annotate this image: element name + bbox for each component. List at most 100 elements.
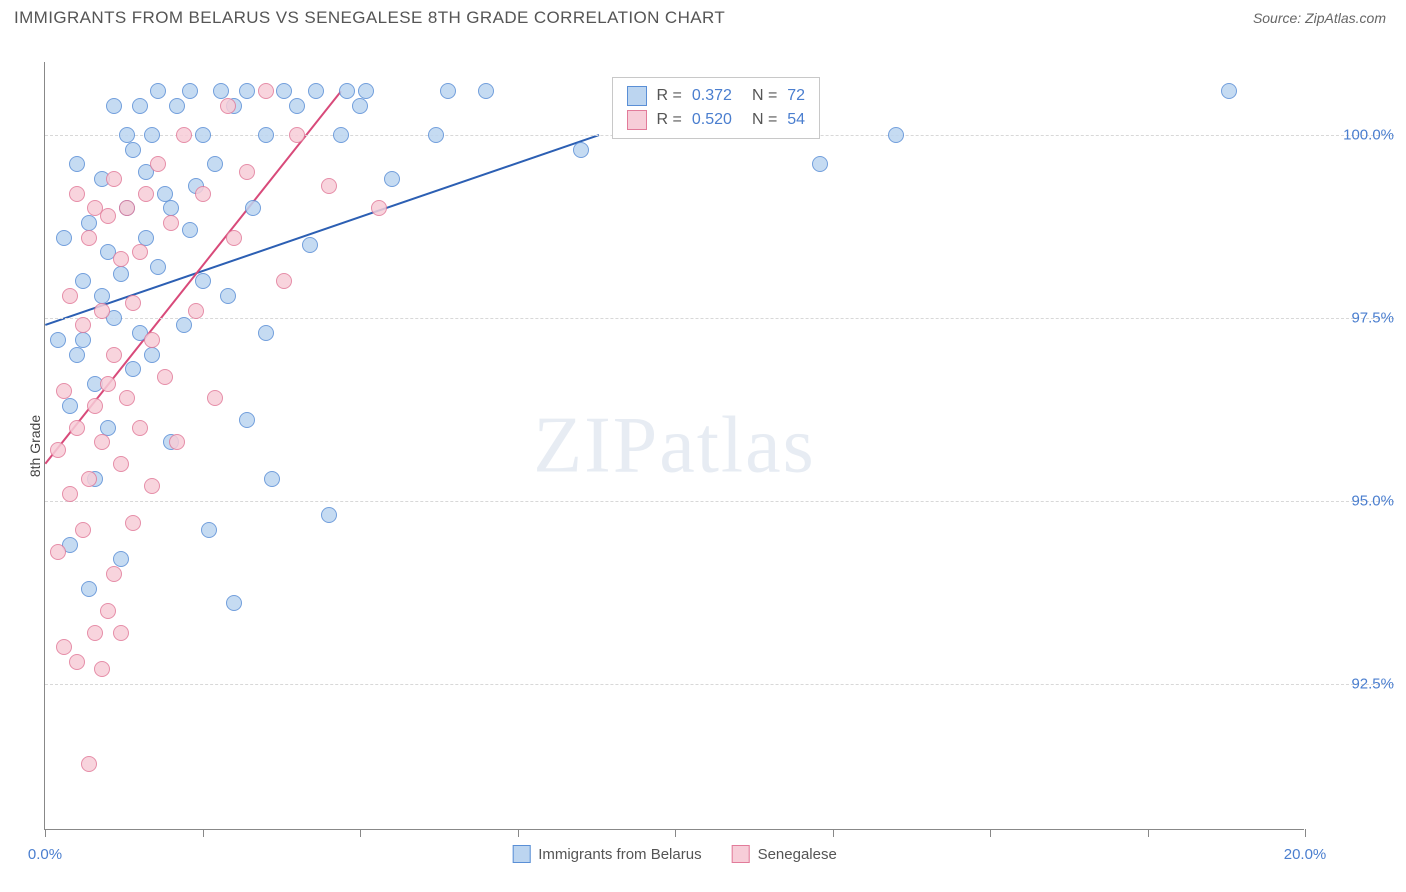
scatter-point xyxy=(144,347,160,363)
legend-n-value: 72 xyxy=(787,87,805,105)
x-tick xyxy=(990,829,991,837)
trend-lines xyxy=(45,62,1304,829)
series-name: Senegalese xyxy=(758,846,837,863)
scatter-point xyxy=(50,442,66,458)
scatter-point xyxy=(220,98,236,114)
y-tick-label: 92.5% xyxy=(1314,675,1394,692)
scatter-point xyxy=(207,390,223,406)
scatter-point xyxy=(75,332,91,348)
watermark-bold: ZIP xyxy=(533,401,659,489)
scatter-point xyxy=(132,98,148,114)
scatter-point xyxy=(94,434,110,450)
scatter-point xyxy=(169,434,185,450)
x-tick xyxy=(675,829,676,837)
x-tick xyxy=(1148,829,1149,837)
chart-title: IMMIGRANTS FROM BELARUS VS SENEGALESE 8T… xyxy=(14,8,725,28)
y-tick-label: 97.5% xyxy=(1314,310,1394,327)
y-axis-label: 8th Grade xyxy=(27,414,43,476)
source-prefix: Source: xyxy=(1253,10,1305,26)
legend-r-label: R = xyxy=(657,111,682,129)
scatter-point xyxy=(428,127,444,143)
scatter-point xyxy=(144,478,160,494)
legend-swatch xyxy=(627,110,647,130)
scatter-point xyxy=(188,303,204,319)
scatter-point xyxy=(150,83,166,99)
scatter-point xyxy=(69,654,85,670)
gridline-h xyxy=(45,501,1394,502)
x-tick-label: 0.0% xyxy=(28,846,62,863)
scatter-point xyxy=(207,156,223,172)
legend-swatch xyxy=(627,86,647,106)
scatter-point xyxy=(264,471,280,487)
scatter-point xyxy=(132,420,148,436)
scatter-point xyxy=(56,383,72,399)
scatter-point xyxy=(69,420,85,436)
scatter-point xyxy=(321,178,337,194)
scatter-point xyxy=(106,98,122,114)
scatter-point xyxy=(302,237,318,253)
scatter-point xyxy=(276,273,292,289)
scatter-point xyxy=(478,83,494,99)
scatter-point xyxy=(100,420,116,436)
scatter-point xyxy=(213,83,229,99)
scatter-point xyxy=(113,251,129,267)
scatter-plot: 8th Grade ZIPatlas 92.5%95.0%97.5%100.0%… xyxy=(44,62,1304,830)
scatter-point xyxy=(94,288,110,304)
watermark: ZIPatlas xyxy=(533,400,816,491)
legend-r-label: R = xyxy=(657,87,682,105)
scatter-point xyxy=(69,186,85,202)
scatter-point xyxy=(239,83,255,99)
scatter-point xyxy=(258,127,274,143)
scatter-point xyxy=(138,186,154,202)
scatter-point xyxy=(81,471,97,487)
scatter-point xyxy=(384,171,400,187)
scatter-point xyxy=(182,222,198,238)
scatter-point xyxy=(258,325,274,341)
scatter-point xyxy=(195,273,211,289)
correlation-legend: R =0.372N =72R =0.520N =54 xyxy=(612,77,821,139)
scatter-point xyxy=(176,127,192,143)
scatter-point xyxy=(888,127,904,143)
scatter-point xyxy=(157,186,173,202)
scatter-point xyxy=(69,156,85,172)
scatter-point xyxy=(119,390,135,406)
scatter-point xyxy=(106,171,122,187)
scatter-point xyxy=(75,522,91,538)
scatter-point xyxy=(226,230,242,246)
x-tick xyxy=(518,829,519,837)
scatter-point xyxy=(150,259,166,275)
scatter-point xyxy=(333,127,349,143)
scatter-point xyxy=(321,507,337,523)
scatter-point xyxy=(75,273,91,289)
legend-row: R =0.520N =54 xyxy=(627,108,806,132)
x-tick xyxy=(1305,829,1306,837)
scatter-point xyxy=(239,412,255,428)
scatter-point xyxy=(289,127,305,143)
scatter-point xyxy=(100,208,116,224)
scatter-point xyxy=(176,317,192,333)
scatter-point xyxy=(440,83,456,99)
x-tick xyxy=(203,829,204,837)
y-tick-label: 100.0% xyxy=(1314,127,1394,144)
scatter-point xyxy=(258,83,274,99)
series-name: Immigrants from Belarus xyxy=(538,846,701,863)
scatter-point xyxy=(50,332,66,348)
scatter-point xyxy=(289,98,305,114)
scatter-point xyxy=(144,332,160,348)
scatter-point xyxy=(81,230,97,246)
scatter-point xyxy=(87,398,103,414)
scatter-point xyxy=(239,164,255,180)
scatter-point xyxy=(75,317,91,333)
chart-container: 8th Grade ZIPatlas 92.5%95.0%97.5%100.0%… xyxy=(14,44,1392,878)
chart-source: Source: ZipAtlas.com xyxy=(1253,10,1386,26)
series-legend-item: Senegalese xyxy=(732,845,837,863)
scatter-point xyxy=(100,603,116,619)
scatter-point xyxy=(182,83,198,99)
scatter-point xyxy=(138,230,154,246)
scatter-point xyxy=(113,551,129,567)
scatter-point xyxy=(94,661,110,677)
scatter-point xyxy=(812,156,828,172)
scatter-point xyxy=(94,303,110,319)
scatter-point xyxy=(169,98,185,114)
scatter-point xyxy=(106,566,122,582)
